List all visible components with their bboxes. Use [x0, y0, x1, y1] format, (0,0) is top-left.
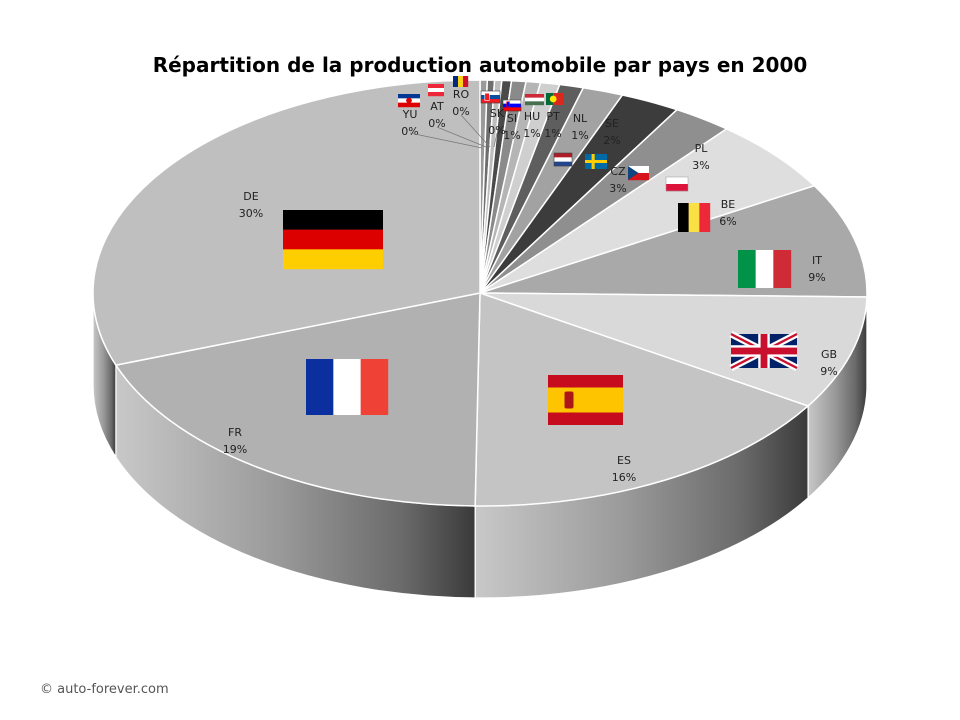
data-label-percent: 1%	[503, 129, 520, 142]
data-label-country: SK	[490, 107, 505, 120]
leader-line	[460, 114, 491, 148]
data-label-country: IT	[812, 254, 822, 267]
leader-line	[409, 132, 483, 149]
data-label-country: PL	[695, 142, 709, 155]
flag-spain	[548, 375, 623, 425]
data-label-country: NL	[573, 112, 588, 125]
data-label-percent: 1%	[523, 127, 540, 140]
flag-sweden	[585, 154, 607, 169]
data-label-percent: 9%	[808, 271, 825, 284]
data-label-percent: 0%	[428, 117, 445, 130]
pie-slice-gb	[479, 292, 868, 407]
pie-slice-be	[479, 128, 816, 294]
data-label-percent: 0%	[401, 125, 418, 138]
flag-slovakia	[480, 90, 501, 104]
flag-portugal	[546, 93, 564, 105]
data-label-country: GB	[821, 348, 837, 361]
flag-romania	[453, 76, 469, 87]
data-label-percent: 19%	[223, 443, 247, 456]
flag-slovenia	[502, 99, 522, 112]
data-label-percent: 3%	[692, 159, 709, 172]
data-label-percent: 3%	[609, 182, 626, 195]
leader-line	[436, 126, 487, 148]
flag-poland	[665, 176, 689, 192]
chart-title: Répartition de la production automobile …	[152, 53, 808, 77]
pie-slice-fr	[114, 292, 481, 507]
data-label-country: SI	[507, 112, 517, 125]
copyright-notice: © auto-forever.com	[40, 682, 169, 697]
flag-france	[306, 359, 389, 415]
flag-hungary	[525, 94, 544, 106]
data-label-country: CZ	[610, 165, 626, 178]
data-label-percent: 9%	[820, 365, 837, 378]
data-label-country: YU	[402, 108, 418, 121]
data-label-percent: 0%	[452, 105, 469, 118]
data-label-country: SE	[605, 117, 619, 130]
data-label-percent: 30%	[239, 207, 263, 220]
flag-austria	[428, 84, 444, 97]
data-label-country: ES	[617, 454, 631, 467]
data-label-percent: 1%	[571, 129, 588, 142]
leader-line	[493, 132, 498, 148]
data-label-country: FR	[228, 426, 242, 439]
data-label-percent: 6%	[719, 215, 736, 228]
flag-netherlands	[553, 152, 573, 167]
data-label-country: BE	[721, 198, 736, 211]
flag-germany	[283, 210, 383, 270]
data-label-country: HU	[524, 110, 540, 123]
data-label-country: AT	[430, 100, 444, 113]
data-label-country: PT	[546, 110, 560, 123]
data-label-country: RO	[453, 88, 470, 101]
data-label-percent: 16%	[612, 471, 636, 484]
data-label-percent: 0%	[488, 124, 505, 137]
data-label-percent: 1%	[544, 127, 561, 140]
flag-belgium	[678, 203, 711, 232]
pie-slice-es	[474, 291, 810, 507]
flag-czechia	[628, 166, 649, 181]
flag-united-kingdom	[729, 330, 799, 372]
data-label-country: DE	[243, 190, 258, 203]
flag-italy	[738, 250, 792, 288]
data-label-percent: 2%	[603, 134, 620, 147]
flag-yugoslavia	[398, 94, 420, 108]
